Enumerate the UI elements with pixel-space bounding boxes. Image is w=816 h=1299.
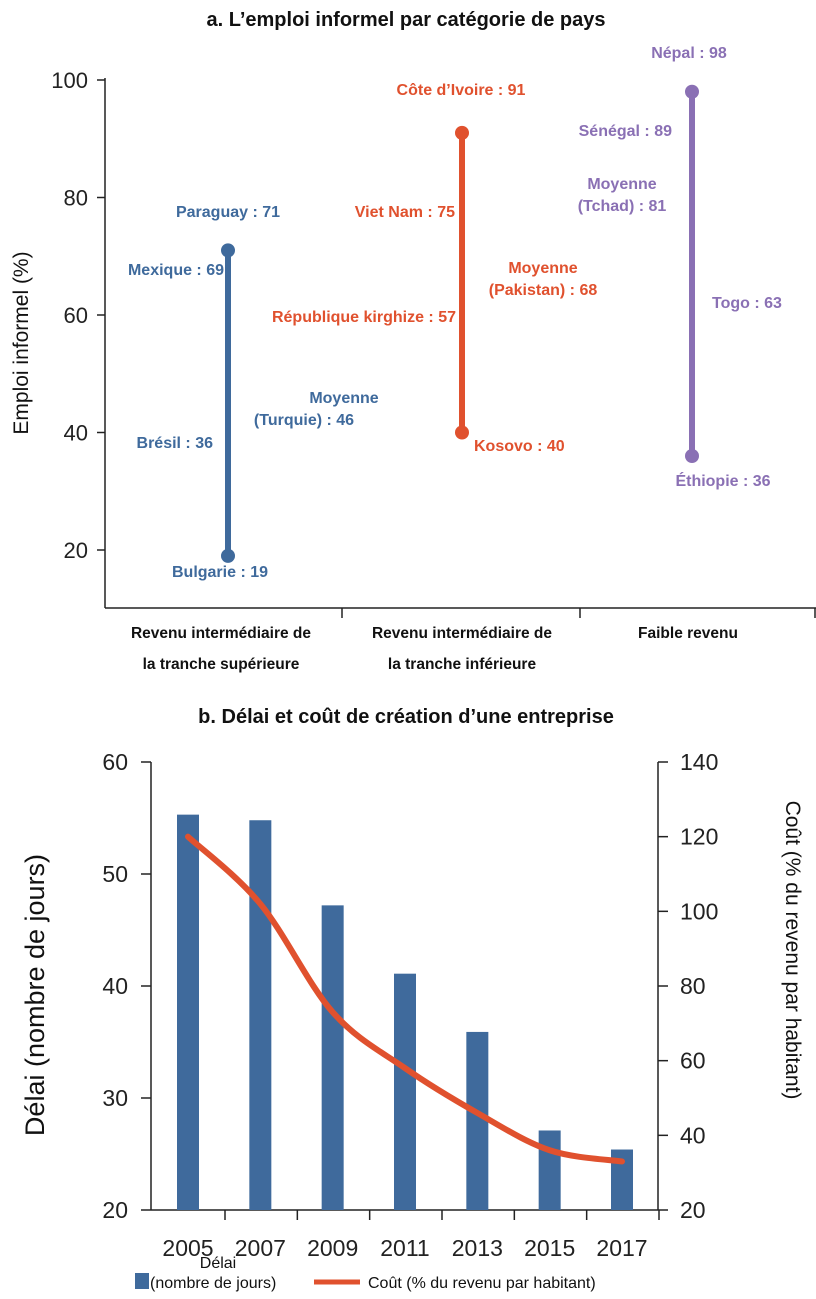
panel-a-y-axis-label: Emploi informel (%) [10, 251, 33, 434]
right-tick-label: 120 [680, 824, 718, 850]
delay-bar [394, 973, 416, 1210]
left-tick-label: 30 [102, 1085, 128, 1111]
point-label: Bulgarie : 19 [172, 564, 268, 581]
point-label: Népal : 98 [651, 45, 727, 62]
legend-bar-swatch [135, 1273, 149, 1289]
category-label-lower-line1: Revenu intermédiaire de [372, 625, 552, 642]
point-label: Moyenne [309, 390, 378, 407]
left-tick-label: 60 [102, 749, 128, 775]
panel-b-right-ticks: 20 40 60 80 100 120 140 [658, 749, 718, 1223]
x-tick-label: 2011 [380, 1235, 429, 1261]
panel-a-title: a. L’emploi informel par catégorie de pa… [206, 9, 605, 31]
point-label: Moyenne [508, 260, 577, 277]
category-label-upper-line1: Revenu intermédiaire de [131, 625, 311, 642]
y-tick-label: 60 [64, 303, 88, 328]
right-tick-label: 20 [680, 1197, 706, 1223]
point-label: (Tchad) : 81 [578, 198, 667, 215]
point-label: Viet Nam : 75 [355, 204, 455, 221]
legend-line-label: Coût (% du revenu par habitant) [368, 1275, 596, 1292]
range-min-point [685, 449, 699, 463]
point-label: (Turquie) : 46 [254, 412, 354, 429]
panel-b-title: b. Délai et coût de création d’une entre… [198, 706, 614, 728]
left-tick-label: 40 [102, 973, 128, 999]
category-label-lower-line2: la tranche inférieure [388, 656, 537, 673]
left-tick-label: 50 [102, 861, 128, 887]
point-label: République kirghize : 57 [272, 309, 456, 326]
point-label: Paraguay : 71 [176, 204, 280, 221]
panel-a-ranges [221, 84, 699, 563]
x-tick-label: 2007 [235, 1235, 286, 1261]
y-tick-label: 100 [51, 68, 88, 93]
panel-b-left-ticks: 20 30 40 50 60 [102, 749, 151, 1223]
right-tick-label: 40 [680, 1122, 706, 1148]
point-label: Kosovo : 40 [474, 438, 565, 455]
delay-bar [321, 905, 344, 1210]
range-max-point [685, 84, 699, 99]
right-tick-label: 60 [680, 1048, 706, 1074]
y-tick-label: 80 [64, 186, 88, 211]
delay-bar [177, 814, 199, 1210]
x-tick-label: 2013 [452, 1235, 503, 1261]
point-label: Moyenne [587, 176, 656, 193]
point-label: Brésil : 36 [137, 435, 214, 452]
y-tick-label: 40 [64, 421, 88, 446]
right-tick-label: 80 [680, 973, 706, 999]
right-tick-label: 100 [680, 898, 718, 924]
range-min-point [455, 425, 469, 440]
x-tick-label: 2015 [524, 1235, 575, 1261]
category-label-low: Faible revenu [638, 625, 738, 642]
delay-bar [466, 1031, 489, 1210]
range-max-point [221, 243, 235, 258]
point-label: Côte d’Ivoire : 91 [397, 82, 526, 99]
category-label-upper-line2: la tranche supérieure [143, 656, 300, 673]
x-tick-label: 2005 [162, 1235, 213, 1261]
panel-a-y-ticks: 20 40 60 80 100 [51, 68, 105, 563]
legend-bar-label-bottom: (nombre de jours) [150, 1275, 276, 1292]
range-min-point [221, 548, 235, 563]
delay-bar [538, 1130, 561, 1210]
y-tick-label: 20 [64, 538, 88, 563]
point-label: Éthiopie : 36 [675, 471, 770, 490]
point-label: (Pakistan) : 68 [489, 282, 598, 299]
x-tick-label: 2009 [307, 1235, 358, 1261]
range-max-point [455, 125, 469, 140]
point-label: Mexique : 69 [128, 262, 224, 279]
point-label: Sénégal : 89 [579, 123, 672, 140]
delay-bars [177, 814, 633, 1210]
right-tick-label: 140 [680, 749, 718, 775]
panel-b-y2-axis-label: Coût (% du revenu par habitant) [781, 801, 804, 1100]
x-tick-label: 2017 [596, 1235, 647, 1261]
panel-b-y-axis-label: Délai (nombre de jours) [20, 854, 50, 1136]
delay-bar [249, 820, 272, 1210]
point-label: Togo : 63 [712, 295, 782, 312]
delay-bar [611, 1149, 633, 1210]
panel-b-x-ticks: 2005 2007 2009 2011 2013 2015 2017 [162, 1210, 660, 1261]
legend-bar-label-top: Délai [200, 1255, 236, 1272]
cost-line [185, 833, 625, 1165]
left-tick-label: 20 [102, 1197, 128, 1223]
